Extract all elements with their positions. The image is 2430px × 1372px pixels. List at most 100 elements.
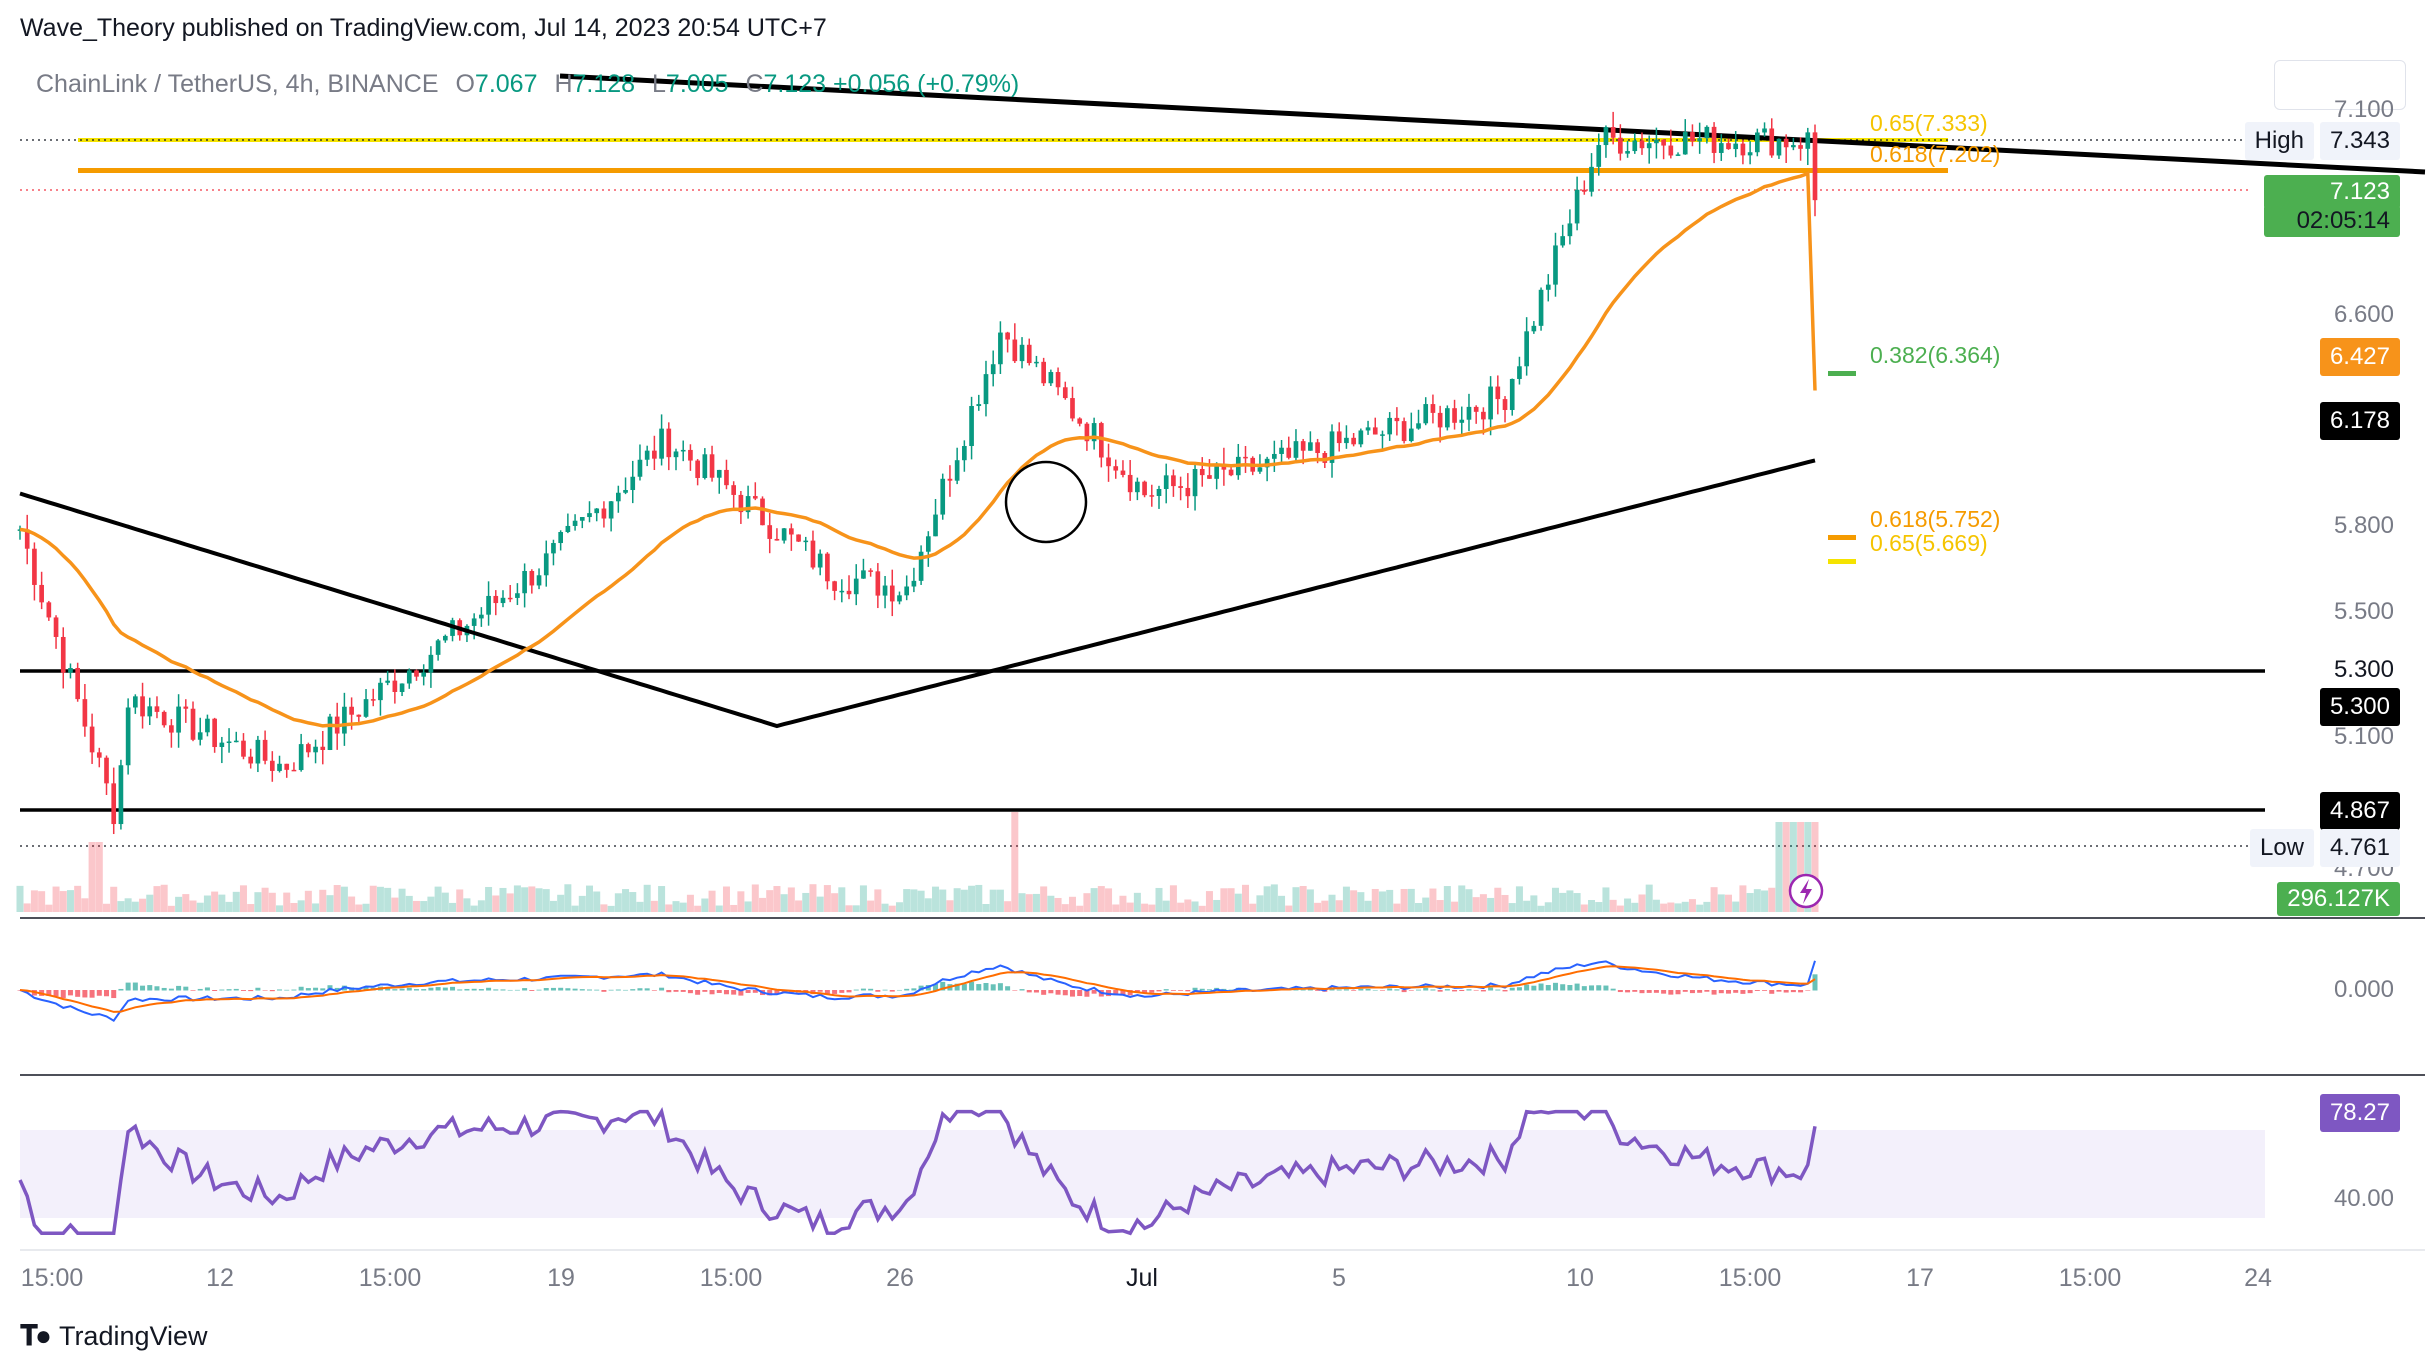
candle-body [1394, 417, 1400, 422]
volume-bar [16, 885, 24, 912]
candle-body [392, 680, 398, 692]
macd-histogram-bar [1574, 983, 1580, 991]
candle-body [1070, 398, 1075, 419]
volume-bar [672, 901, 680, 912]
volume-bar [600, 904, 608, 912]
volume-bar [996, 889, 1004, 912]
volume-bar [117, 901, 125, 912]
macd-histogram-bar [1733, 990, 1739, 993]
volume-bar [513, 885, 521, 912]
volume-bar [701, 898, 709, 912]
macd-histogram-bar [1704, 990, 1710, 992]
candle-body [169, 725, 174, 733]
candle-body [702, 454, 708, 478]
macd-histogram-bar [1473, 990, 1479, 991]
volume-bar [1011, 812, 1019, 912]
candle-body [1531, 325, 1537, 332]
macd-histogram-bar [298, 986, 304, 991]
volume-bar [629, 892, 637, 912]
candle-body [342, 706, 347, 734]
candle-body [1293, 441, 1299, 458]
footer-brand[interactable]: 𝐓● TradingView [20, 1320, 208, 1353]
macd-histogram-bar [1163, 989, 1169, 991]
top-right-widget[interactable] [2274, 60, 2406, 110]
macd-histogram-bar [1430, 989, 1436, 991]
volume-bar [304, 890, 312, 912]
candle-body [233, 740, 239, 743]
candle-body [133, 696, 138, 708]
lightning-icon[interactable] [1788, 873, 1824, 909]
macd-histogram-bar [1783, 990, 1789, 993]
volume-bar [1537, 905, 1545, 912]
candle-body [284, 763, 290, 770]
macd-histogram-bar [1069, 990, 1075, 997]
candle-body [241, 740, 246, 757]
candle-body [983, 374, 989, 405]
macd-histogram-bar [1776, 990, 1782, 992]
macd-histogram-bar [550, 987, 556, 991]
macd-histogram-bar [1033, 990, 1039, 993]
time-tick: 15:00 [2058, 1264, 2122, 1292]
macd-histogram-bar [882, 989, 888, 991]
volume-bar [103, 903, 111, 912]
candle-body [1639, 140, 1645, 149]
volume-bar [268, 892, 276, 912]
open-label: O [455, 70, 475, 98]
volume-bar [578, 895, 586, 912]
fib-0382-marker [1828, 371, 1856, 376]
macd-histogram-bar [104, 990, 110, 997]
volume-bar [420, 901, 428, 912]
volume-bar [1652, 899, 1660, 912]
candle-body [1675, 154, 1681, 156]
candle-body [868, 570, 873, 572]
candle-body [1509, 378, 1515, 410]
time-tick: 10 [1566, 1264, 1594, 1292]
ma200-value-tag: 6.178 [2319, 402, 2400, 440]
time-tick: 15:00 [20, 1264, 84, 1292]
volume-bar [708, 890, 716, 912]
macd-histogram-bar [111, 990, 117, 999]
candle-body [1365, 427, 1371, 431]
macd-histogram-bar [450, 986, 456, 991]
candle-body [1805, 132, 1811, 149]
volume-bar [1789, 822, 1797, 912]
candle-body [1077, 418, 1083, 424]
macd-histogram-bar [1646, 990, 1652, 993]
volume-bar [715, 905, 723, 912]
macd-histogram-bar [1480, 990, 1486, 992]
time-tick: 12 [206, 1264, 234, 1292]
volume-bar [1198, 905, 1206, 912]
macd-signal-line [19, 965, 1816, 1013]
candle-body [197, 732, 203, 740]
fib-0618-low-marker [1828, 535, 1856, 540]
macd-histogram-bar [572, 988, 578, 991]
volume-bar [549, 900, 557, 912]
candle-body [1329, 431, 1335, 463]
volume-bar [903, 889, 911, 912]
candle-body [24, 529, 30, 549]
candle-body [1098, 423, 1104, 458]
macd-histogram-bar [673, 990, 679, 992]
volume-bar [1097, 886, 1105, 912]
candle-body [1769, 128, 1775, 156]
macd-histogram-bar [1790, 990, 1796, 993]
volume-bar [319, 889, 327, 912]
volume-bar [247, 904, 255, 912]
volume-bar [650, 900, 658, 912]
volume-bar [1479, 894, 1487, 912]
volume-bar [1061, 904, 1069, 912]
candle-body [536, 575, 542, 586]
candle-body [1308, 442, 1313, 451]
macd-histogram-bar [1711, 990, 1717, 995]
macd-histogram-bar [486, 987, 492, 991]
candle-body [1019, 344, 1025, 362]
candle-body [277, 763, 282, 771]
macd-histogram-bar [428, 987, 434, 991]
high-value-tag: 7.343 [2319, 122, 2400, 160]
candle-body [356, 714, 362, 717]
volume-bar [1278, 895, 1286, 912]
candle-body [255, 739, 261, 764]
macd-histogram-bar [1531, 985, 1537, 991]
volume-bar [975, 884, 983, 912]
